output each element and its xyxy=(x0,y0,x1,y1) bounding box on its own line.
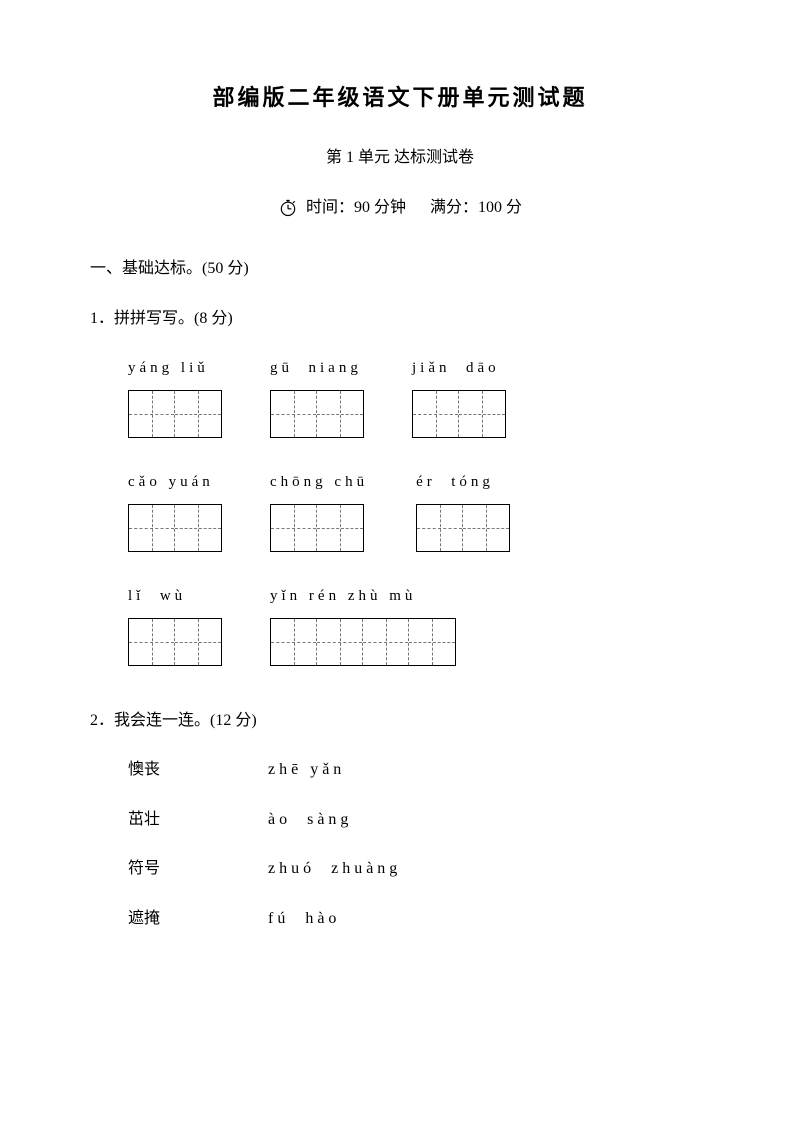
time-label: 时间：90 分钟 xyxy=(306,195,406,221)
match-pinyin: zhuó zhuàng xyxy=(268,856,401,882)
q1-heading: 1．拼拼写写。(8 分) xyxy=(90,306,710,332)
tian-grid xyxy=(128,504,222,552)
match-row: 符号zhuó zhuàng xyxy=(90,856,710,882)
match-hanzi: 遮掩 xyxy=(128,906,268,932)
q2-container: 懊丧zhē yǎn茁壮ào sàng符号zhuó zhuàng遮掩fú hào xyxy=(90,757,710,931)
tian-cell xyxy=(317,619,363,665)
tian-cell xyxy=(175,505,221,551)
tian-grid xyxy=(270,390,364,438)
match-pinyin: ào sàng xyxy=(268,807,352,833)
match-row: 遮掩fú hào xyxy=(90,906,710,932)
tian-cell xyxy=(417,505,463,551)
pinyin-group: cǎo yuán xyxy=(128,470,222,552)
match-hanzi: 懊丧 xyxy=(128,757,268,783)
pinyin-group: jiǎn dāo xyxy=(412,356,506,438)
tian-grid xyxy=(416,504,510,552)
clock-icon xyxy=(278,198,298,218)
pinyin-group: ér tóng xyxy=(416,470,510,552)
tian-cell xyxy=(363,619,409,665)
pinyin-label: jiǎn dāo xyxy=(412,356,500,380)
pinyin-group: gū niang xyxy=(270,356,364,438)
pinyin-label: yáng liǔ xyxy=(128,356,209,380)
pinyin-group: chōng chū xyxy=(270,470,368,552)
match-pinyin: fú hào xyxy=(268,906,340,932)
page-subtitle: 第 1 单元 达标测试卷 xyxy=(90,145,710,171)
tian-cell xyxy=(271,505,317,551)
match-row: 茁壮ào sàng xyxy=(90,807,710,833)
q2-heading: 2．我会连一连。(12 分) xyxy=(90,708,710,734)
match-row: 懊丧zhē yǎn xyxy=(90,757,710,783)
pinyin-label: ér tóng xyxy=(416,470,494,494)
tian-cell xyxy=(271,619,317,665)
tian-cell xyxy=(463,505,509,551)
pinyin-row: lǐ wù yǐn rén zhù mù xyxy=(90,584,710,666)
section-1-heading: 一、基础达标。(50 分) xyxy=(90,256,710,282)
pinyin-group: lǐ wù xyxy=(128,584,222,666)
tian-cell xyxy=(413,391,459,437)
score-label: 满分：100 分 xyxy=(430,195,522,221)
tian-cell xyxy=(129,505,175,551)
tian-cell xyxy=(175,391,221,437)
tian-cell xyxy=(409,619,455,665)
tian-grid xyxy=(128,618,222,666)
q1-container: yáng liǔ gū niang jiǎn dāo cǎo yuán chōng ch… xyxy=(90,356,710,698)
page-title: 部编版二年级语文下册单元测试题 xyxy=(90,80,710,115)
meta-row: 时间：90 分钟 满分：100 分 xyxy=(90,195,710,221)
tian-cell xyxy=(459,391,505,437)
tian-cell xyxy=(317,505,363,551)
pinyin-label: lǐ wù xyxy=(128,584,186,608)
tian-grid xyxy=(412,390,506,438)
match-pinyin: zhē yǎn xyxy=(268,757,345,783)
pinyin-label: gū niang xyxy=(270,356,362,380)
pinyin-group: yǐn rén zhù mù xyxy=(270,584,456,666)
tian-grid xyxy=(128,390,222,438)
tian-cell xyxy=(129,619,175,665)
pinyin-row: yáng liǔ gū niang jiǎn dāo xyxy=(90,356,710,438)
match-hanzi: 茁壮 xyxy=(128,807,268,833)
tian-grid xyxy=(270,504,364,552)
tian-cell xyxy=(129,391,175,437)
pinyin-label: cǎo yuán xyxy=(128,470,214,494)
pinyin-row: cǎo yuán chōng chū ér tóng xyxy=(90,470,710,552)
tian-cell xyxy=(317,391,363,437)
tian-cell xyxy=(271,391,317,437)
match-hanzi: 符号 xyxy=(128,856,268,882)
pinyin-group: yáng liǔ xyxy=(128,356,222,438)
tian-cell xyxy=(175,619,221,665)
pinyin-label: chōng chū xyxy=(270,470,368,494)
pinyin-label: yǐn rén zhù mù xyxy=(270,584,416,608)
tian-grid xyxy=(270,618,456,666)
